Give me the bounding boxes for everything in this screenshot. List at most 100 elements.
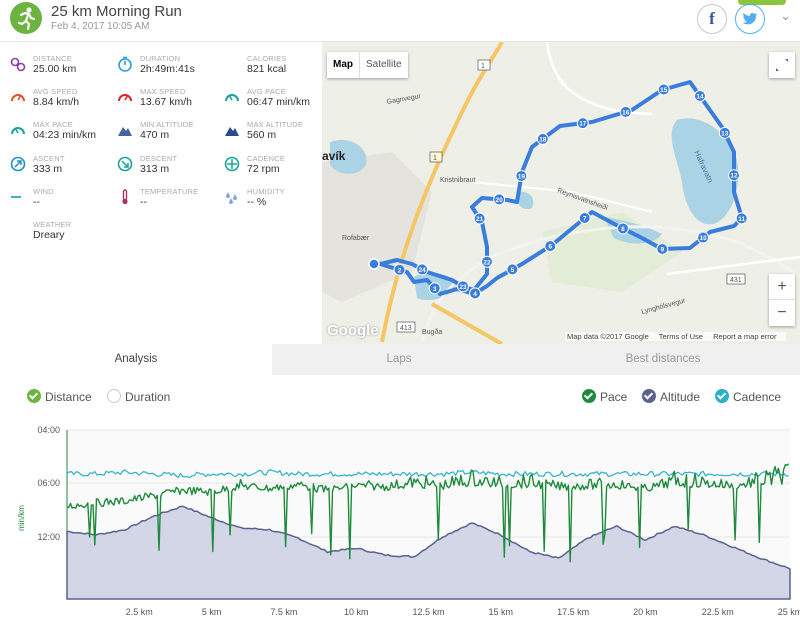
map-footer: Map data ©2017 Google Terms of Use Repor… bbox=[565, 332, 787, 341]
stat-value: 560 m bbox=[247, 129, 277, 141]
km-marker[interactable] bbox=[493, 193, 506, 206]
wind-icon bbox=[11, 196, 21, 198]
facebook-share-button[interactable]: f bbox=[697, 4, 727, 34]
km-marker[interactable] bbox=[536, 132, 549, 145]
stat-label: Calories bbox=[247, 54, 287, 63]
stat-avg-speed: Avg speed 8.84 km/h bbox=[10, 87, 115, 117]
km-marker[interactable] bbox=[578, 212, 591, 225]
pace-series[interactable] bbox=[66, 463, 790, 563]
km-marker-label: 2 bbox=[398, 267, 402, 274]
km-marker[interactable] bbox=[544, 240, 557, 253]
km-marker[interactable] bbox=[393, 263, 406, 276]
pace-toggle[interactable]: Pace bbox=[582, 389, 627, 407]
km-marker[interactable] bbox=[473, 212, 486, 225]
km-marker[interactable] bbox=[728, 169, 740, 182]
cadence-toggle[interactable]: Cadence bbox=[715, 389, 781, 407]
km-marker[interactable] bbox=[506, 263, 519, 276]
altitude-toggle[interactable]: Altitude bbox=[642, 389, 700, 407]
stat-label: Wind bbox=[33, 187, 54, 196]
duration-toggle[interactable]: Duration bbox=[107, 389, 170, 407]
duration-toggle-label: Duration bbox=[125, 390, 171, 404]
km-marker-label: 24 bbox=[419, 267, 427, 274]
km-marker[interactable] bbox=[718, 126, 731, 139]
km-marker-label: 15 bbox=[660, 87, 668, 94]
km-marker-label: 3 bbox=[433, 286, 437, 293]
fullscreen-button[interactable] bbox=[769, 52, 795, 78]
speedometer-icon bbox=[118, 94, 132, 102]
report-map-error-link[interactable]: Report a map error bbox=[713, 332, 777, 341]
cadence-toggle-label: Cadence bbox=[733, 390, 782, 404]
ascent-icon bbox=[10, 156, 26, 172]
check-icon bbox=[715, 389, 729, 403]
radio-empty-icon bbox=[107, 389, 121, 403]
map-place-label: Rofabær bbox=[342, 235, 370, 242]
km-marker[interactable] bbox=[619, 105, 632, 118]
km-marker-label: 18 bbox=[539, 136, 547, 143]
km-marker-label: 12 bbox=[730, 173, 738, 180]
km-marker-label: 6 bbox=[548, 244, 552, 251]
stat-label: Temperature bbox=[140, 187, 199, 196]
stat-descent: Descent 313 m bbox=[117, 154, 222, 184]
stat-value: 2h:49m:41s bbox=[140, 63, 195, 75]
twitter-share-button[interactable] bbox=[735, 4, 765, 34]
chevron-down-icon[interactable]: ⌄ bbox=[780, 8, 791, 23]
check-icon bbox=[642, 389, 656, 403]
analysis-tabs: Analysis Laps Best distances bbox=[0, 344, 800, 375]
altitude-series[interactable] bbox=[66, 505, 791, 600]
route-map[interactable]: avík Hafravatn Kristnibraut Reynisvatnsh… bbox=[322, 42, 800, 344]
km-marker[interactable] bbox=[656, 242, 669, 255]
start-pin-icon[interactable] bbox=[368, 258, 380, 270]
cadence-series[interactable] bbox=[66, 469, 789, 479]
km-marker-label: 4 bbox=[473, 291, 477, 298]
tab-analysis[interactable]: Analysis bbox=[0, 344, 272, 375]
map-canvas[interactable]: avík Hafravatn Kristnibraut Reynisvatnsh… bbox=[322, 42, 800, 344]
km-marker[interactable] bbox=[657, 83, 670, 96]
map-view-button[interactable]: Map bbox=[333, 59, 353, 70]
stat-wind: Wind -- bbox=[10, 187, 115, 217]
km-marker[interactable] bbox=[481, 255, 493, 268]
satellite-view-button[interactable]: Satellite bbox=[359, 52, 408, 78]
stat-humidity: Humidity -- % bbox=[224, 187, 329, 217]
stat-value: 8.84 km/h bbox=[33, 96, 80, 108]
activity-header: 25 km Morning Run Feb 4, 2017 10:05 AM f… bbox=[0, 0, 800, 42]
tab-laps[interactable]: Laps bbox=[386, 353, 412, 365]
check-icon bbox=[582, 389, 596, 403]
map-type-toggle[interactable]: Map Satellite bbox=[327, 52, 408, 78]
km-marker-label: 22 bbox=[483, 259, 491, 266]
stat-weather: Weather Dreary bbox=[10, 220, 115, 250]
cadence-icon bbox=[224, 156, 240, 172]
tab-best-distances[interactable]: Best distances bbox=[625, 353, 701, 365]
x-tick-label: 5 km bbox=[202, 607, 222, 617]
zoom-out-button[interactable]: − bbox=[777, 304, 787, 321]
stat-value: 72 rpm bbox=[247, 163, 280, 175]
km-marker[interactable] bbox=[576, 117, 589, 130]
stat-value: 04:23 min/km bbox=[33, 129, 97, 141]
stat-label: Descent bbox=[140, 154, 178, 163]
pace-altitude-chart[interactable]: 04:00 06:00 12:00 min/km 2.5 km 5 km 7.5 km 10 … bbox=[0, 423, 800, 627]
x-tick-label: 22.5 km bbox=[702, 607, 734, 617]
distance-toggle[interactable]: Distance bbox=[27, 389, 92, 407]
road-number: 413 bbox=[400, 325, 412, 332]
km-marker[interactable] bbox=[515, 169, 528, 182]
km-marker[interactable] bbox=[616, 222, 629, 235]
km-marker[interactable] bbox=[469, 287, 482, 300]
km-marker[interactable] bbox=[735, 212, 748, 225]
activity-title: 25 km Morning Run bbox=[51, 3, 182, 20]
km-marker[interactable] bbox=[456, 280, 469, 293]
zoom-in-button[interactable]: + bbox=[769, 274, 795, 300]
km-marker[interactable] bbox=[693, 90, 706, 103]
km-marker-label: 9 bbox=[660, 246, 664, 253]
cloud-icon bbox=[10, 222, 26, 238]
stopwatch-icon bbox=[118, 56, 132, 72]
km-marker[interactable] bbox=[416, 263, 429, 276]
km-marker-label: 14 bbox=[696, 94, 704, 101]
descent-icon bbox=[117, 156, 133, 172]
stat-value: -- bbox=[33, 196, 40, 208]
km-marker[interactable] bbox=[428, 282, 441, 295]
mountain-icon bbox=[225, 127, 239, 136]
x-tick-label: 25 km bbox=[778, 607, 800, 617]
km-marker[interactable] bbox=[697, 231, 710, 244]
km-marker-label: 19 bbox=[518, 173, 526, 180]
distance-toggle-label: Distance bbox=[45, 390, 92, 404]
terms-of-use-link[interactable]: Terms of Use bbox=[658, 332, 703, 341]
